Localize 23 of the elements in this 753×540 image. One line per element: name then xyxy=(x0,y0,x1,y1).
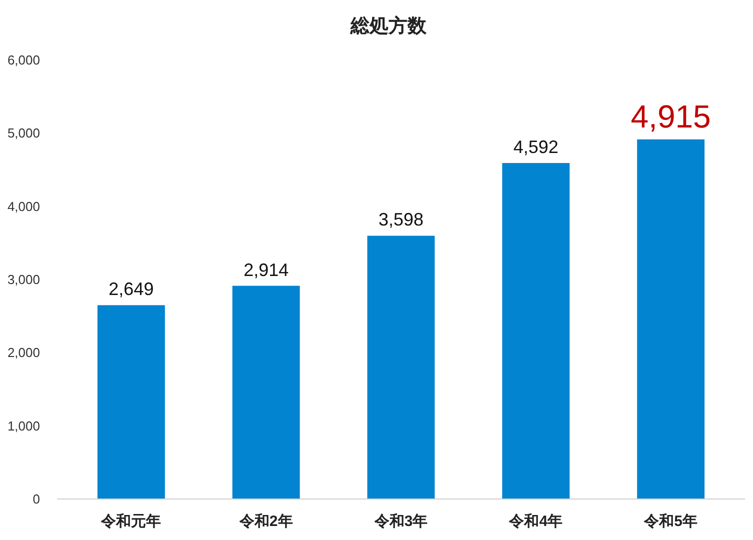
x-tick-label: 令和3年 xyxy=(373,513,428,530)
x-tick-label: 令和4年 xyxy=(508,513,563,530)
bar xyxy=(637,139,705,499)
y-tick-label: 5,000 xyxy=(7,126,40,141)
bar xyxy=(232,286,300,499)
y-tick-label: 0 xyxy=(32,492,40,507)
x-tick-label: 令和2年 xyxy=(238,513,293,530)
data-label: 2,649 xyxy=(108,279,154,300)
x-tick-label: 令和5年 xyxy=(643,513,698,530)
x-tick-label: 令和元年 xyxy=(100,513,162,530)
data-label: 3,598 xyxy=(378,210,424,230)
y-tick-label: 2,000 xyxy=(7,345,40,360)
data-label: 2,914 xyxy=(244,260,289,280)
y-tick-label: 3,000 xyxy=(7,272,40,288)
bar xyxy=(97,305,165,499)
data-label: 4,592 xyxy=(513,137,558,158)
bar xyxy=(367,236,435,499)
data-label: 4,915 xyxy=(630,98,711,134)
y-tick-label: 6,000 xyxy=(7,52,40,68)
bar xyxy=(502,163,570,499)
chart-title: 総処方数 xyxy=(350,15,428,37)
y-tick-label: 1,000 xyxy=(7,418,40,434)
y-tick-label: 4,000 xyxy=(7,198,40,214)
